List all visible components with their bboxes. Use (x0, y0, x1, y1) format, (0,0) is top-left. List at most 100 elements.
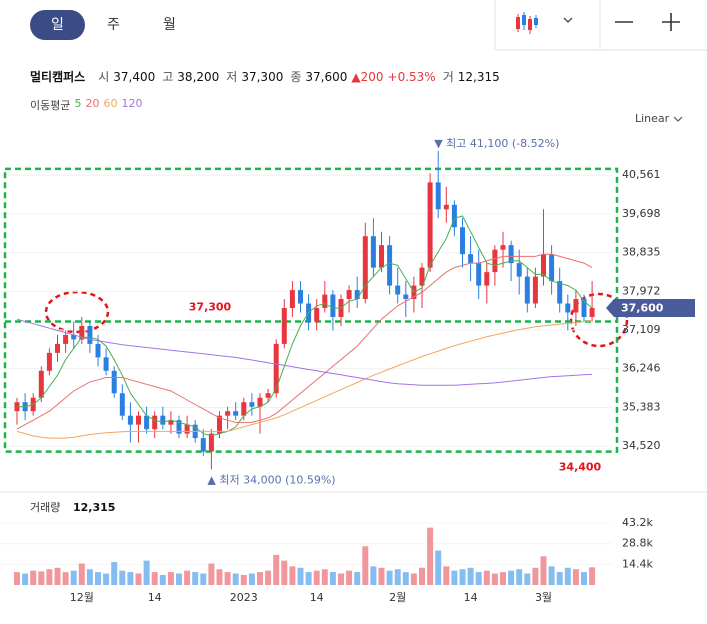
volume-bar (200, 573, 207, 585)
candle-body (103, 357, 109, 371)
volume-bar (508, 570, 515, 585)
volume-bar (362, 546, 369, 585)
candle-body (419, 267, 425, 286)
volume-bar (30, 570, 37, 585)
candle-body (176, 420, 182, 434)
scale-selector[interactable]: Linear (635, 112, 670, 125)
candle-body (322, 294, 328, 308)
candle-body (541, 254, 546, 277)
price-tag (606, 299, 695, 317)
candle-body (581, 299, 587, 317)
volume-bar (167, 572, 174, 585)
scale-chevron[interactable] (673, 116, 683, 122)
volume-bar (427, 527, 434, 585)
candle-body (346, 290, 352, 300)
volume-bar (62, 572, 69, 585)
y-tick-label: 38,835 (622, 246, 661, 259)
volume-bar (297, 567, 304, 585)
volume-value: 12,315 (73, 501, 115, 514)
volume-bar (78, 563, 85, 585)
field-value: 37,400 (113, 69, 156, 84)
candle-body (184, 424, 190, 434)
volume-bar (281, 560, 288, 585)
candle-body (314, 308, 320, 322)
volume-bar (224, 572, 231, 585)
volume-bar (135, 573, 142, 585)
volume-bar (232, 573, 239, 585)
volume-bar (38, 571, 45, 585)
volume-label: 거래량 (30, 501, 60, 514)
chart-type-button[interactable] (516, 12, 573, 34)
candle-body (573, 299, 579, 313)
ma-line (16, 320, 593, 439)
highlight-circle (44, 290, 110, 334)
field-label: 고 (162, 70, 174, 84)
volume-bar (435, 550, 442, 585)
volume-bar (410, 573, 417, 585)
y-tick-label: 40,561 (622, 168, 661, 181)
period-tab[interactable]: 일 (30, 10, 85, 40)
field-label: 저 (226, 70, 238, 84)
y-tick-label: 37,972 (622, 284, 661, 297)
volume-bar (532, 567, 539, 585)
volume-bar (289, 566, 296, 585)
candle-body (589, 308, 595, 317)
volume-bar (119, 570, 126, 585)
volume-bar (127, 572, 134, 585)
volume-bar (192, 572, 199, 585)
zoom-in-button[interactable] (662, 13, 680, 31)
quote-header: 멀티캠퍼스 시 37,400 고 38,200 저 37,300 종 37,600 ▲200 +0.… (30, 68, 500, 85)
period-tab[interactable]: 주 (107, 17, 120, 33)
volume-bar (394, 569, 401, 585)
volume-tick-label: 43.2k (622, 516, 653, 529)
candle-body (565, 303, 571, 313)
field-value: 38,200 (177, 69, 220, 84)
volume-bar (548, 566, 555, 585)
ma-line (16, 318, 593, 386)
candle-body (152, 415, 158, 430)
period-tab[interactable]: 월 (163, 17, 176, 33)
candle-body (127, 415, 133, 425)
legend-entry: 20 (85, 97, 100, 110)
volume-bar (46, 569, 53, 585)
volume-bar (451, 570, 458, 585)
candle-body (500, 245, 506, 250)
volume-bar (329, 572, 336, 585)
volume-bar (540, 556, 547, 585)
candle-body (281, 308, 287, 344)
volume-bar (516, 569, 523, 585)
candle-body (225, 411, 231, 416)
volume-bar (216, 569, 223, 585)
volume-bar (370, 566, 377, 585)
field-value: 12,315 (457, 69, 500, 84)
candle-body (55, 343, 60, 353)
field-label: 시 (98, 70, 110, 84)
candle-body (71, 334, 77, 340)
volume-bar (248, 573, 255, 585)
volume-bar (354, 572, 361, 585)
volume-bar (402, 572, 409, 585)
x-tick-label: 12월 (70, 591, 94, 604)
volume-bar (386, 570, 393, 585)
volume-bar (419, 567, 425, 585)
candle-body (217, 415, 222, 434)
candle-body (484, 272, 490, 286)
field-label: 거 (442, 70, 454, 84)
volume-bar (491, 573, 498, 585)
candle-body (460, 227, 465, 255)
candle-body (403, 294, 409, 300)
candle-body (298, 290, 303, 304)
candle-body (168, 420, 174, 425)
candle-body (362, 236, 368, 300)
candle-body (200, 438, 206, 452)
volume-bar (151, 572, 158, 585)
volume-bar (208, 563, 215, 585)
candle-body (265, 393, 271, 398)
volume-bar (70, 570, 77, 585)
candle-body (330, 294, 336, 317)
volume-bar (111, 562, 118, 585)
x-tick-label: 14 (148, 591, 162, 604)
candle-body (379, 245, 384, 268)
candle-body (87, 325, 93, 344)
